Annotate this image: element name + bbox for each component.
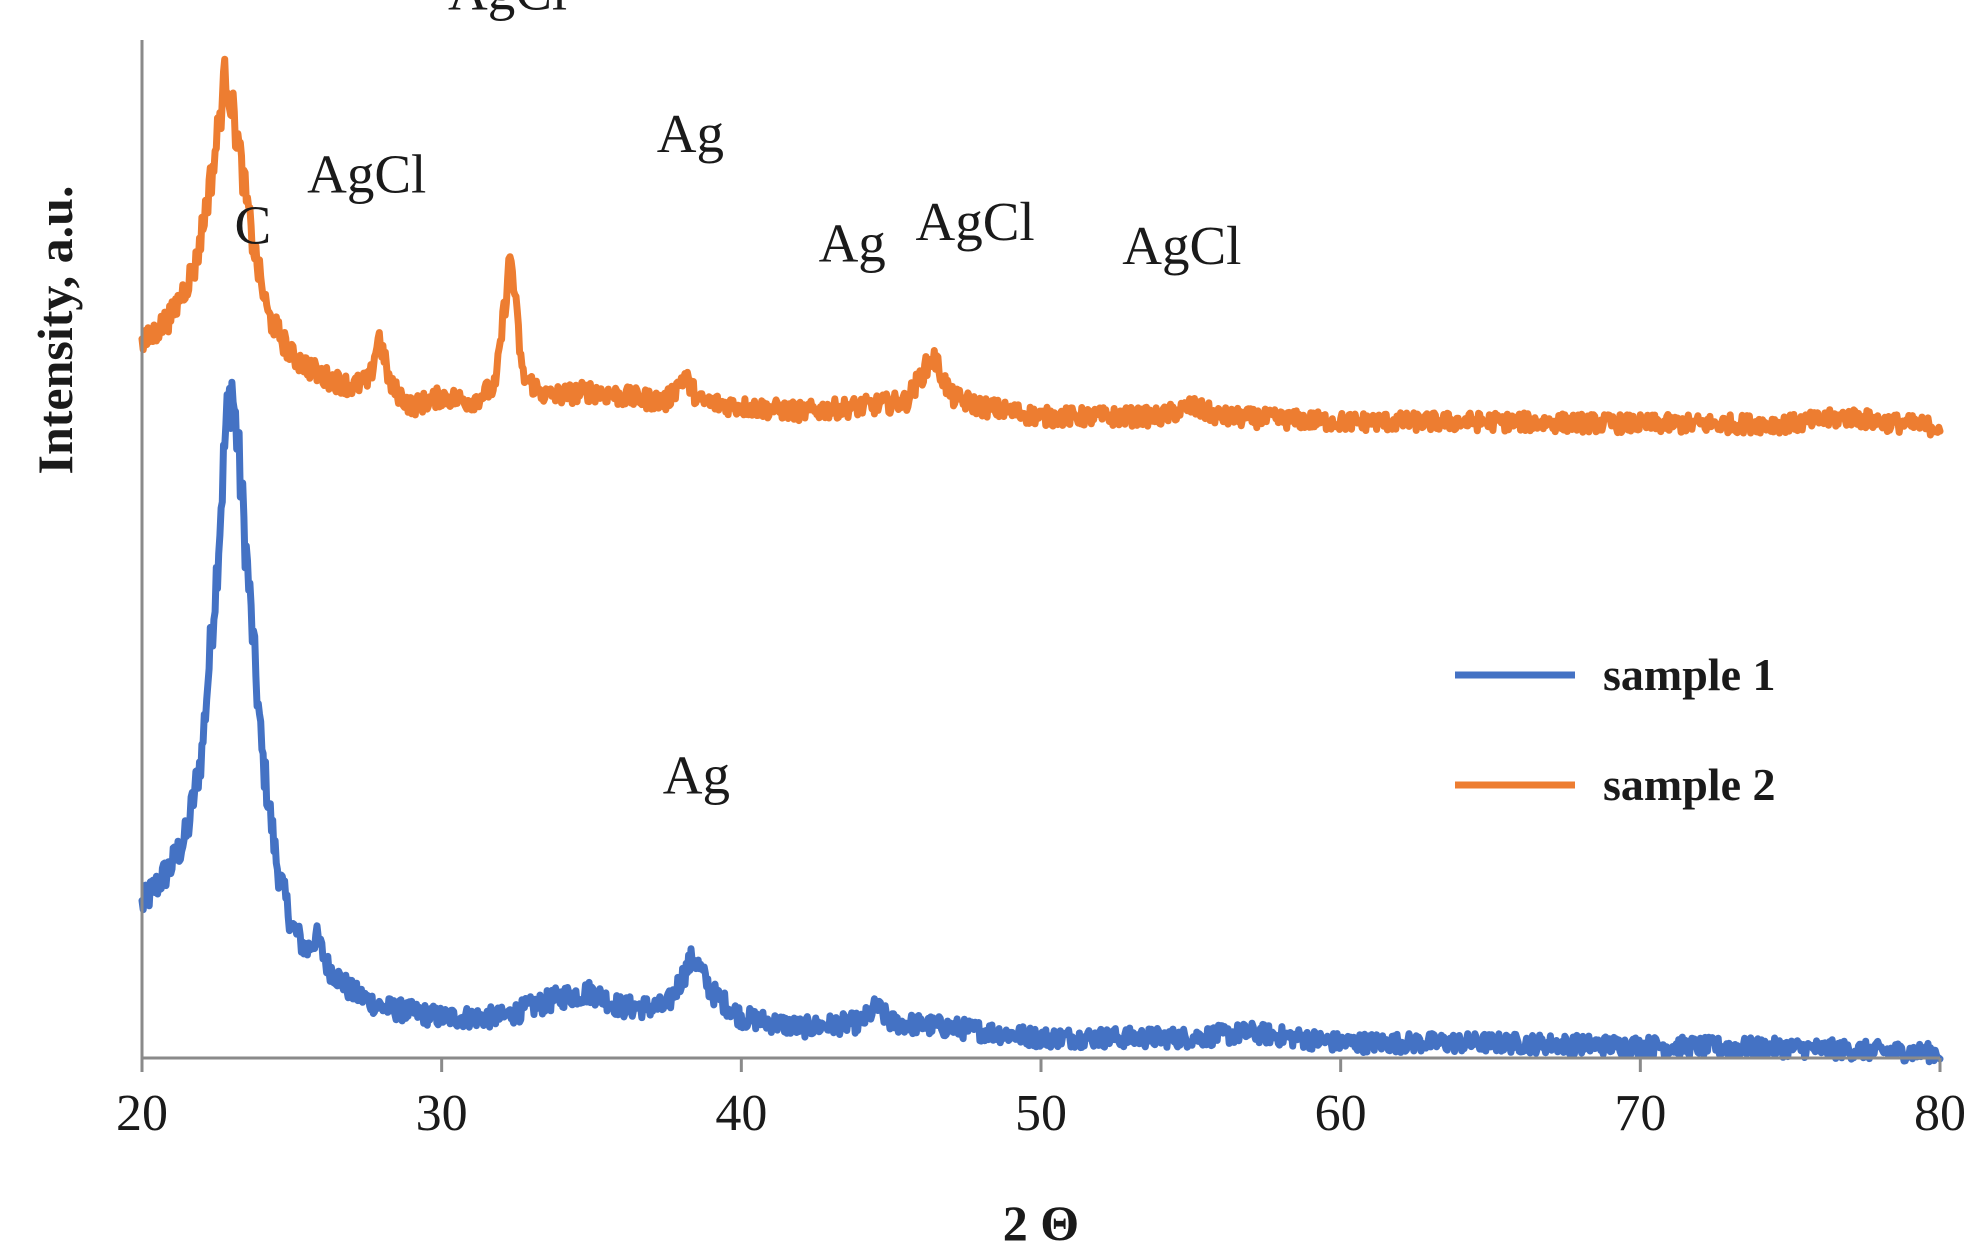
legend: sample 1 sample 2 xyxy=(1455,649,1776,810)
x-tick-label: 70 xyxy=(1614,1085,1666,1142)
x-tick-label: 80 xyxy=(1914,1085,1966,1142)
peak-label-agcl: AgCl xyxy=(448,0,567,21)
peak-annotations: CAgClAgClAgAgAgClAgClCAg xyxy=(235,0,1242,805)
series-layer xyxy=(138,55,1944,1066)
x-tick-label: 50 xyxy=(1015,1085,1067,1142)
peak-label-ag: Ag xyxy=(819,213,886,274)
y-axis-title: Intensity, a.u. xyxy=(27,186,83,475)
x-tick-label: 60 xyxy=(1315,1085,1367,1142)
peak-label-ag: Ag xyxy=(657,103,724,164)
legend-label: sample 1 xyxy=(1603,649,1776,700)
x-axis-title: 2 Θ xyxy=(1003,1195,1079,1251)
peak-label-ag: Ag xyxy=(663,744,730,805)
axes: 20 30 40 50 60 70 80 xyxy=(116,40,1966,1142)
series-line-sample-1 xyxy=(138,378,1944,1066)
peak-label-agcl: AgCl xyxy=(915,191,1034,252)
x-tick-label: 30 xyxy=(416,1085,468,1142)
peak-label-agcl: AgCl xyxy=(1122,215,1241,276)
x-tick-label: 20 xyxy=(116,1085,168,1142)
x-tick-label: 40 xyxy=(715,1085,767,1142)
peak-label-c: C xyxy=(235,195,272,256)
peak-label-agcl: AgCl xyxy=(307,144,426,205)
legend-label: sample 2 xyxy=(1603,759,1776,810)
series-line-sample-2 xyxy=(138,55,1944,439)
